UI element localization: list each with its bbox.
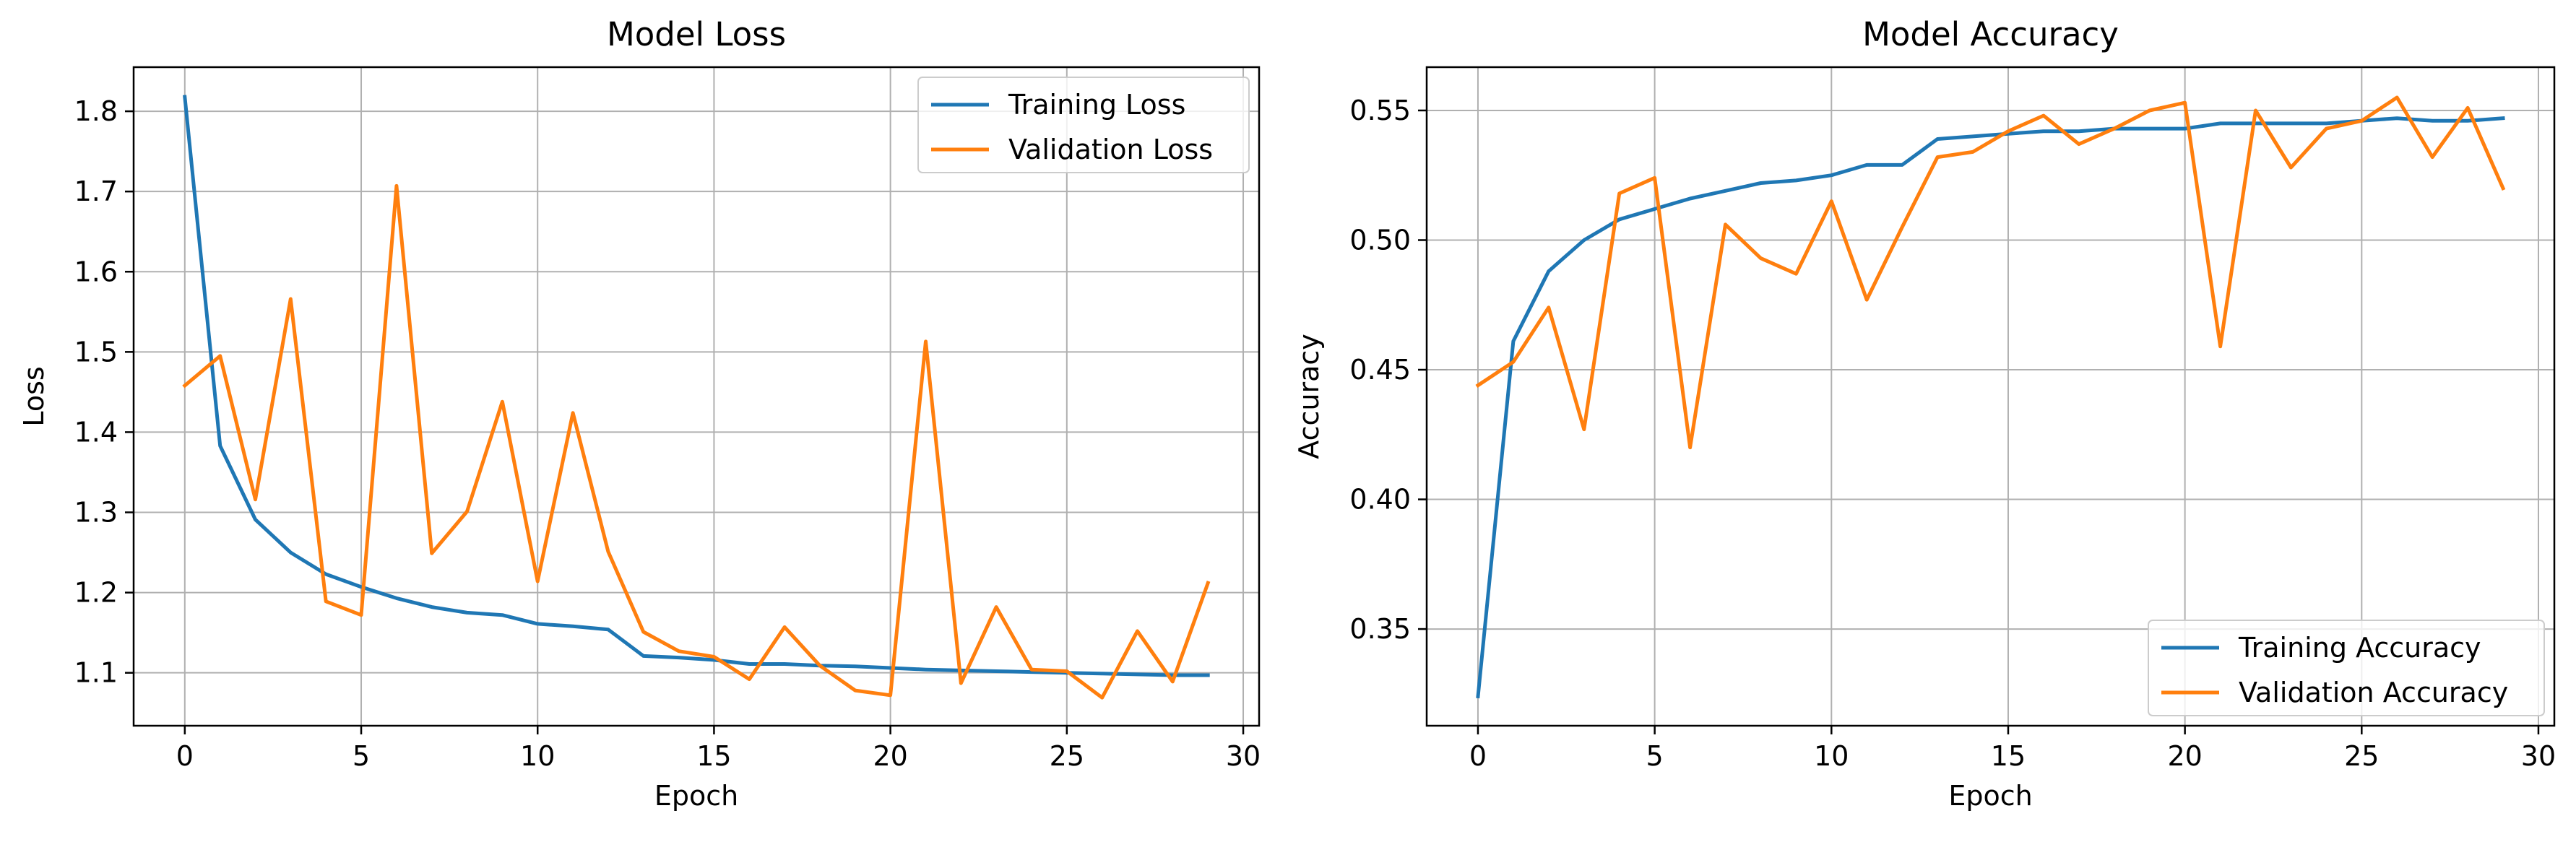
loss-legend-box xyxy=(917,77,1250,173)
loss-x-tick-label: 25 xyxy=(1050,740,1084,772)
loss-legend: Training Loss Validation Loss xyxy=(917,77,1250,173)
loss-x-tick-label: 10 xyxy=(520,740,555,772)
loss-y-tick-label: 1.3 xyxy=(74,497,118,529)
accuracy-legend-label-training: Training Accuracy xyxy=(2238,632,2481,664)
loss-legend-label-training: Training Loss xyxy=(1008,89,1185,121)
accuracy-chart-title: Model Accuracy xyxy=(1862,15,2119,53)
loss-legend-label-validation: Validation Loss xyxy=(1008,134,1213,165)
accuracy-x-tick-label: 0 xyxy=(1469,740,1487,772)
loss-y-tick-label: 1.1 xyxy=(74,657,118,689)
accuracy-y-tick-label: 0.45 xyxy=(1349,354,1411,386)
loss-series xyxy=(182,95,1211,700)
accuracy-y-tick-label: 0.50 xyxy=(1349,224,1411,256)
loss-y-tick-label: 1.8 xyxy=(74,95,118,127)
loss-chart-title: Model Loss xyxy=(607,15,786,53)
accuracy-y-tick-label: 0.40 xyxy=(1349,484,1411,516)
loss-axes-frame xyxy=(132,66,1261,727)
loss-y-tick-label: 1.2 xyxy=(74,577,118,609)
accuracy-chart: 0 5 10 15 20 25 30 0.35 0.40 0.45 0.50 0.55 Model A… xyxy=(1293,15,2556,812)
accuracy-x-tick-label: 30 xyxy=(2521,740,2556,772)
loss-grid xyxy=(134,67,1259,726)
accuracy-y-axis-label: Accuracy xyxy=(1293,334,1325,459)
loss-y-tick-label: 1.4 xyxy=(74,416,118,448)
loss-x-tick-label: 20 xyxy=(873,740,907,772)
loss-y-tick-label: 1.6 xyxy=(74,256,118,287)
accuracy-axes-frame xyxy=(1425,66,2556,727)
loss-series-validation-line xyxy=(182,183,1211,700)
loss-y-tick-label: 1.5 xyxy=(74,336,118,368)
loss-x-tick-label: 15 xyxy=(696,740,731,772)
accuracy-series-validation-line xyxy=(1475,95,2506,450)
loss-series-training-line xyxy=(183,95,1210,677)
loss-y-tick-label: 1.7 xyxy=(74,175,118,207)
accuracy-ticks: 0 5 10 15 20 25 30 0.35 0.40 0.45 0.50 0.55 xyxy=(1349,95,2556,772)
accuracy-series xyxy=(1475,95,2506,699)
accuracy-grid xyxy=(1427,67,2554,726)
accuracy-x-tick-label: 10 xyxy=(1814,740,1849,772)
accuracy-x-tick-label: 20 xyxy=(2167,740,2202,772)
accuracy-x-tick-label: 5 xyxy=(1646,740,1664,772)
accuracy-x-axis-label: Epoch xyxy=(1948,780,2032,812)
loss-x-tick-label: 30 xyxy=(1226,740,1261,772)
loss-x-axis-label: Epoch xyxy=(654,780,738,812)
loss-chart: 0 5 10 15 20 25 30 1.1 1.2 1.3 1.4 1.5 1.6 1.7 1.8 Mod… xyxy=(18,15,1261,812)
accuracy-y-tick-label: 0.55 xyxy=(1349,95,1411,126)
loss-y-axis-label: Loss xyxy=(18,366,50,426)
accuracy-legend: Training Accuracy Validation Accuracy xyxy=(2148,620,2545,716)
accuracy-legend-box xyxy=(2148,620,2545,716)
accuracy-x-tick-label: 25 xyxy=(2344,740,2379,772)
accuracy-x-tick-label: 15 xyxy=(1991,740,2026,772)
loss-x-tick-label: 0 xyxy=(176,740,194,772)
accuracy-y-tick-label: 0.35 xyxy=(1349,613,1411,645)
loss-ticks: 0 5 10 15 20 25 30 1.1 1.2 1.3 1.4 1.5 1.6 1.7 1.8 xyxy=(74,95,1261,772)
accuracy-legend-label-validation: Validation Accuracy xyxy=(2239,677,2508,708)
loss-x-tick-label: 5 xyxy=(353,740,370,772)
accuracy-series-training-line xyxy=(1476,116,2505,699)
